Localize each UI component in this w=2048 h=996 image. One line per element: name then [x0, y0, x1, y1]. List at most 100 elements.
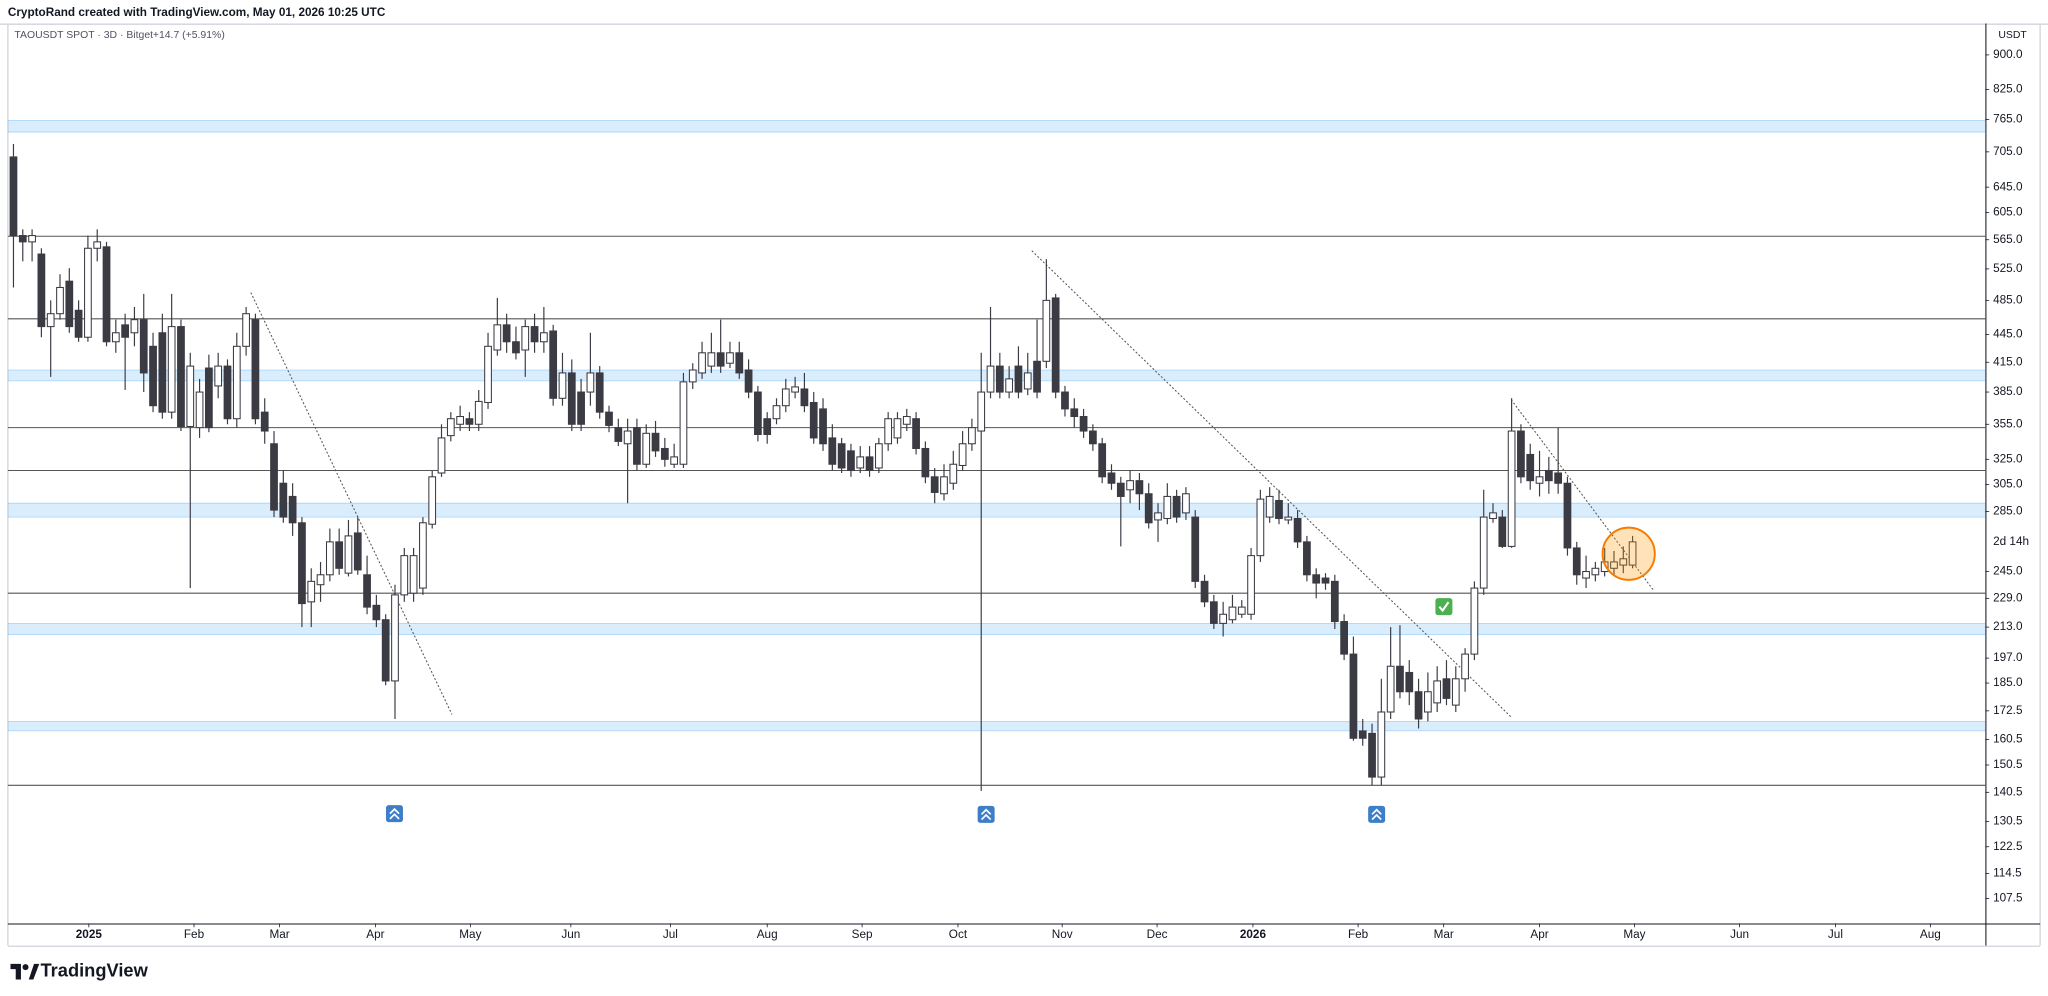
price-change: +14.7 (+5.91%)	[153, 30, 225, 41]
candle-body	[456, 415, 464, 425]
candle-body	[1414, 691, 1423, 720]
candle-body	[530, 326, 539, 343]
candle-body	[1014, 365, 1023, 393]
candle-body	[1051, 297, 1060, 393]
event-icon	[385, 805, 403, 823]
candle-body	[65, 280, 74, 328]
zone	[7, 120, 1986, 133]
y-tick-label: 705.0	[1993, 145, 2023, 158]
y-tick-label: 645.0	[1993, 180, 2023, 193]
y-tick-label: 140.5	[1993, 785, 2023, 798]
x-tick-label: Nov	[1052, 928, 1073, 941]
candle-body	[633, 427, 641, 465]
candle-body	[1191, 516, 1200, 582]
y-tick-label: 415.0	[1993, 355, 2023, 368]
candle-body	[74, 309, 83, 338]
y-tick-label: 229.0	[1993, 591, 2023, 604]
candle-body	[260, 411, 269, 432]
candle-body	[121, 324, 130, 338]
y-tick-label: 122.5	[1993, 840, 2023, 853]
brand: TradingView	[41, 960, 149, 981]
candle-body	[995, 365, 1004, 393]
candle-body	[205, 367, 213, 429]
candle-body	[958, 443, 967, 467]
candle-body	[270, 443, 278, 511]
candle-body	[1116, 482, 1125, 497]
candle-body	[1424, 691, 1432, 713]
candle-body	[1042, 299, 1051, 362]
candle-body	[884, 418, 893, 445]
y-tick-label: 445.0	[1993, 328, 2023, 341]
candle-body	[726, 352, 734, 364]
candle-body	[940, 476, 948, 495]
candle-body	[1219, 613, 1228, 624]
candle-body	[167, 326, 176, 413]
candle-body	[912, 418, 920, 450]
candle-body	[754, 391, 762, 435]
candle-body	[1619, 558, 1628, 566]
countdown-label: 2d 14h	[1993, 535, 2029, 548]
candle-body	[1237, 606, 1246, 615]
candle-body	[149, 345, 157, 407]
candle-body	[977, 391, 986, 432]
candle-body	[1526, 453, 1535, 482]
zone	[7, 503, 1986, 518]
x-tick-label: Mar	[1434, 928, 1454, 941]
candle-body	[381, 619, 390, 682]
x-tick-label: Jul	[1828, 928, 1843, 941]
candle-body	[586, 372, 595, 393]
candle-body	[772, 405, 781, 420]
y-tick-label: 355.0	[1993, 417, 2023, 430]
candle-body	[698, 352, 706, 374]
candles	[9, 144, 1637, 791]
y-tick-label: 130.5	[1993, 815, 2023, 828]
candle-body	[1163, 495, 1172, 520]
x-tick-label: Aug	[1920, 928, 1941, 941]
candle-body	[363, 574, 371, 608]
candle-body	[9, 156, 18, 237]
trendline	[250, 292, 453, 715]
candle-body	[865, 456, 874, 471]
candle-body	[1303, 541, 1311, 576]
candle-body	[419, 522, 427, 589]
candle-body	[1209, 601, 1218, 624]
candle-body	[1200, 580, 1209, 603]
candle-body	[847, 450, 855, 471]
candle-body	[298, 522, 306, 605]
candle-body	[251, 319, 260, 420]
candle-body	[409, 555, 418, 594]
candle-body	[837, 443, 846, 469]
candle-body	[1535, 476, 1544, 484]
y-tick-label: 197.0	[1993, 651, 2023, 664]
x-tick-label: May	[1623, 928, 1645, 941]
x-tick-label: Feb	[1348, 928, 1369, 941]
x-tick-label: May	[459, 928, 481, 941]
candle-body	[437, 437, 446, 474]
y-tick-label: 900.0	[1993, 48, 2023, 61]
candle-body	[56, 286, 64, 315]
candle-body	[279, 482, 288, 518]
candle-body	[1033, 360, 1041, 393]
y-tick-label: 325.0	[1993, 452, 2023, 465]
zone	[7, 623, 1986, 635]
y-tick-label: 525.0	[1993, 262, 2023, 275]
candle-body	[539, 332, 548, 343]
candle-body	[1610, 561, 1618, 569]
candle-body	[84, 247, 92, 338]
x-tick-label: Jun	[1730, 928, 1749, 941]
event-icon	[977, 805, 995, 823]
candle-body	[688, 369, 697, 383]
candle-body	[1349, 653, 1358, 739]
x-tick-label: Mar	[269, 928, 289, 941]
candle-body	[1321, 577, 1330, 584]
candle-body	[1628, 541, 1637, 566]
candle-body	[1256, 498, 1265, 557]
candle-body	[735, 352, 744, 374]
candle-body	[102, 246, 111, 343]
candle-body	[800, 388, 809, 407]
candle-body	[1572, 547, 1581, 576]
candle-body	[1582, 571, 1590, 579]
y-tick-label: 172.5	[1993, 704, 2023, 717]
y-tick-label: 213.0	[1993, 620, 2023, 633]
